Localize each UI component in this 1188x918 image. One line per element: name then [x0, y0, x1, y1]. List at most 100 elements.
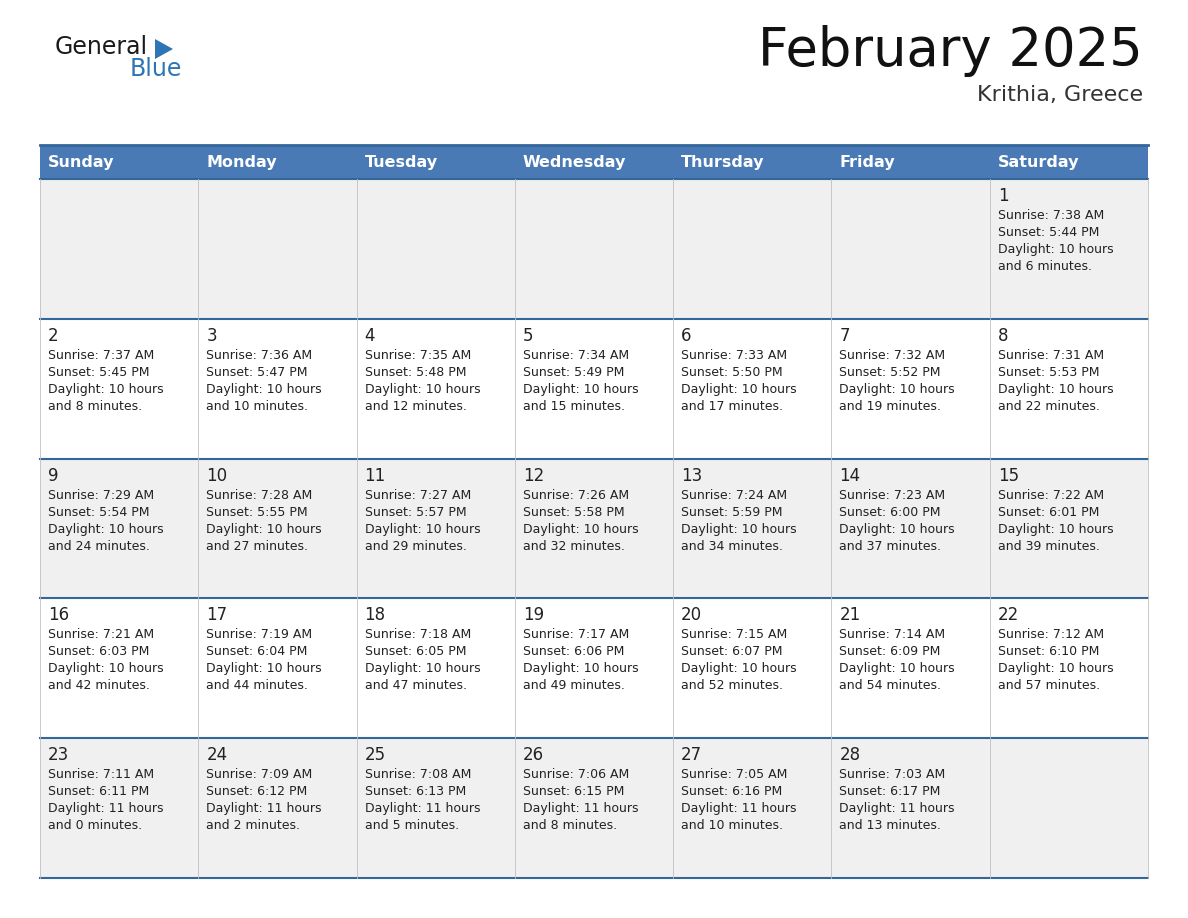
Text: Sunset: 5:49 PM: Sunset: 5:49 PM [523, 365, 624, 379]
Text: 9: 9 [48, 466, 58, 485]
Text: and 29 minutes.: and 29 minutes. [365, 540, 467, 553]
Text: 4: 4 [365, 327, 375, 345]
Text: Daylight: 10 hours: Daylight: 10 hours [523, 383, 638, 396]
Text: Sunset: 5:54 PM: Sunset: 5:54 PM [48, 506, 150, 519]
Text: Sunrise: 7:29 AM: Sunrise: 7:29 AM [48, 488, 154, 501]
Text: and 19 minutes.: and 19 minutes. [840, 400, 941, 413]
Text: Sunset: 6:07 PM: Sunset: 6:07 PM [681, 645, 783, 658]
Text: Daylight: 10 hours: Daylight: 10 hours [365, 383, 480, 396]
Text: Sunrise: 7:35 AM: Sunrise: 7:35 AM [365, 349, 470, 362]
Bar [40, 599, 1148, 738]
Text: and 24 minutes.: and 24 minutes. [48, 540, 150, 553]
Text: and 0 minutes.: and 0 minutes. [48, 819, 143, 833]
Text: Sunrise: 7:28 AM: Sunrise: 7:28 AM [207, 488, 312, 501]
Text: Sunrise: 7:06 AM: Sunrise: 7:06 AM [523, 768, 630, 781]
Bar [832, 145, 990, 179]
Text: Sunrise: 7:32 AM: Sunrise: 7:32 AM [840, 349, 946, 362]
Text: 14: 14 [840, 466, 860, 485]
Text: Sunrise: 7:18 AM: Sunrise: 7:18 AM [365, 629, 470, 642]
Text: Daylight: 10 hours: Daylight: 10 hours [207, 663, 322, 676]
Text: Daylight: 11 hours: Daylight: 11 hours [207, 802, 322, 815]
Text: 7: 7 [840, 327, 849, 345]
Text: Sunrise: 7:19 AM: Sunrise: 7:19 AM [207, 629, 312, 642]
Text: Daylight: 10 hours: Daylight: 10 hours [998, 522, 1113, 535]
Text: Daylight: 10 hours: Daylight: 10 hours [681, 663, 797, 676]
Text: 17: 17 [207, 607, 227, 624]
Text: Sunrise: 7:27 AM: Sunrise: 7:27 AM [365, 488, 470, 501]
Text: Sunrise: 7:36 AM: Sunrise: 7:36 AM [207, 349, 312, 362]
Text: and 34 minutes.: and 34 minutes. [681, 540, 783, 553]
Text: Sunset: 6:13 PM: Sunset: 6:13 PM [365, 785, 466, 798]
Bar [40, 319, 1148, 459]
Text: 26: 26 [523, 746, 544, 764]
Text: and 42 minutes.: and 42 minutes. [48, 679, 150, 692]
Text: and 27 minutes.: and 27 minutes. [207, 540, 308, 553]
Text: and 17 minutes.: and 17 minutes. [681, 400, 783, 413]
Text: Blue: Blue [129, 57, 183, 81]
Text: and 22 minutes.: and 22 minutes. [998, 400, 1100, 413]
Text: 3: 3 [207, 327, 217, 345]
Text: Wednesday: Wednesday [523, 154, 626, 170]
Text: Sunrise: 7:22 AM: Sunrise: 7:22 AM [998, 488, 1104, 501]
Text: Daylight: 10 hours: Daylight: 10 hours [681, 383, 797, 396]
Text: Daylight: 10 hours: Daylight: 10 hours [207, 522, 322, 535]
Text: Sunrise: 7:03 AM: Sunrise: 7:03 AM [840, 768, 946, 781]
Text: Friday: Friday [840, 154, 895, 170]
Text: Sunrise: 7:24 AM: Sunrise: 7:24 AM [681, 488, 788, 501]
Text: Daylight: 10 hours: Daylight: 10 hours [48, 522, 164, 535]
Text: Sunset: 5:57 PM: Sunset: 5:57 PM [365, 506, 466, 519]
Text: Sunrise: 7:09 AM: Sunrise: 7:09 AM [207, 768, 312, 781]
Text: and 10 minutes.: and 10 minutes. [207, 400, 308, 413]
Text: and 15 minutes.: and 15 minutes. [523, 400, 625, 413]
Text: Sunset: 6:06 PM: Sunset: 6:06 PM [523, 645, 624, 658]
Text: 5: 5 [523, 327, 533, 345]
Text: Sunset: 5:50 PM: Sunset: 5:50 PM [681, 365, 783, 379]
Text: Sunset: 5:44 PM: Sunset: 5:44 PM [998, 226, 1099, 239]
Text: and 5 minutes.: and 5 minutes. [365, 819, 459, 833]
Text: 20: 20 [681, 607, 702, 624]
Text: 28: 28 [840, 746, 860, 764]
Text: Sunset: 5:48 PM: Sunset: 5:48 PM [365, 365, 466, 379]
Text: Daylight: 10 hours: Daylight: 10 hours [998, 383, 1113, 396]
Text: Sunrise: 7:14 AM: Sunrise: 7:14 AM [840, 629, 946, 642]
Text: Daylight: 10 hours: Daylight: 10 hours [48, 663, 164, 676]
Text: 16: 16 [48, 607, 69, 624]
Text: Krithia, Greece: Krithia, Greece [977, 85, 1143, 105]
Text: Daylight: 10 hours: Daylight: 10 hours [840, 383, 955, 396]
Text: Daylight: 11 hours: Daylight: 11 hours [840, 802, 955, 815]
Text: 8: 8 [998, 327, 1009, 345]
Text: 10: 10 [207, 466, 227, 485]
Text: and 2 minutes.: and 2 minutes. [207, 819, 301, 833]
Text: 15: 15 [998, 466, 1019, 485]
Text: 23: 23 [48, 746, 69, 764]
Text: Sunset: 5:47 PM: Sunset: 5:47 PM [207, 365, 308, 379]
Text: Daylight: 11 hours: Daylight: 11 hours [48, 802, 164, 815]
Text: Sunrise: 7:21 AM: Sunrise: 7:21 AM [48, 629, 154, 642]
Text: Sunset: 5:59 PM: Sunset: 5:59 PM [681, 506, 783, 519]
Text: Sunrise: 7:08 AM: Sunrise: 7:08 AM [365, 768, 470, 781]
Text: 12: 12 [523, 466, 544, 485]
Bar [356, 145, 514, 179]
Text: Daylight: 10 hours: Daylight: 10 hours [48, 383, 164, 396]
Text: and 39 minutes.: and 39 minutes. [998, 540, 1100, 553]
Text: Sunset: 5:52 PM: Sunset: 5:52 PM [840, 365, 941, 379]
Text: General: General [55, 35, 148, 59]
Text: 21: 21 [840, 607, 860, 624]
Text: Sunset: 5:45 PM: Sunset: 5:45 PM [48, 365, 150, 379]
Text: 19: 19 [523, 607, 544, 624]
Text: Daylight: 10 hours: Daylight: 10 hours [207, 383, 322, 396]
Text: 1: 1 [998, 187, 1009, 205]
Text: Daylight: 10 hours: Daylight: 10 hours [365, 522, 480, 535]
Text: and 52 minutes.: and 52 minutes. [681, 679, 783, 692]
Text: and 13 minutes.: and 13 minutes. [840, 819, 941, 833]
Text: and 8 minutes.: and 8 minutes. [523, 819, 617, 833]
Text: Sunset: 6:10 PM: Sunset: 6:10 PM [998, 645, 1099, 658]
Text: and 47 minutes.: and 47 minutes. [365, 679, 467, 692]
Text: 11: 11 [365, 466, 386, 485]
Text: Sunset: 5:55 PM: Sunset: 5:55 PM [207, 506, 308, 519]
Text: 24: 24 [207, 746, 227, 764]
Text: Sunday: Sunday [48, 154, 114, 170]
Text: and 32 minutes.: and 32 minutes. [523, 540, 625, 553]
Polygon shape [154, 39, 173, 59]
Text: Daylight: 10 hours: Daylight: 10 hours [998, 663, 1113, 676]
